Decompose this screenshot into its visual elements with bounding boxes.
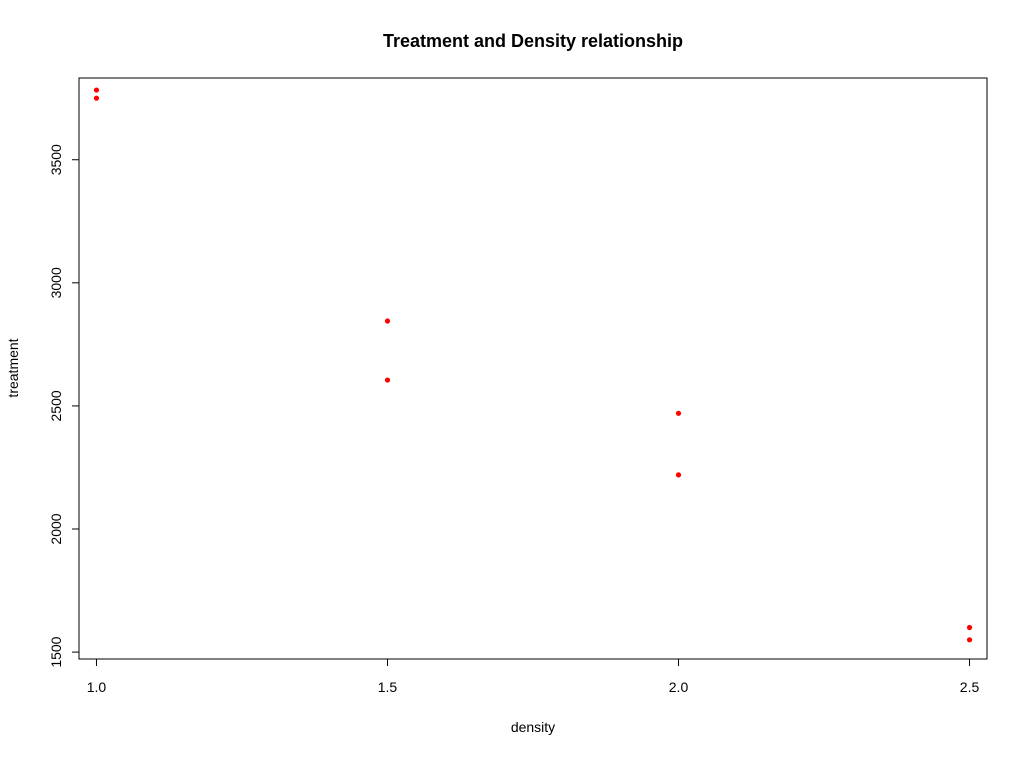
points-layer: [93, 87, 973, 643]
data-point: [966, 637, 973, 643]
x-tick-label: 2.5: [960, 679, 980, 695]
plot-frame: [78, 77, 988, 660]
x-tick-label: 1.5: [378, 679, 398, 695]
chart-title: Treatment and Density relationship: [383, 31, 683, 51]
x-axis: 1.0 1.5 2.0 2.5: [87, 658, 980, 695]
y-axis: 1500 2000 2500 3000 3500: [48, 144, 80, 668]
y-tick-label: 1500: [48, 636, 64, 667]
y-tick-label: 2500: [48, 390, 64, 421]
y-axis-label: treatment: [5, 338, 21, 397]
x-tick-label: 1.0: [87, 679, 107, 695]
data-point: [384, 318, 391, 324]
y-tick-label: 3000: [48, 267, 64, 298]
data-point: [93, 87, 100, 93]
data-point: [675, 410, 682, 416]
data-point: [93, 95, 100, 101]
x-tick-label: 2.0: [669, 679, 689, 695]
data-point: [966, 624, 973, 631]
y-tick-label: 2000: [48, 513, 64, 544]
x-axis-label: density: [511, 719, 555, 735]
y-tick-label: 3500: [48, 144, 64, 175]
data-point: [384, 377, 391, 383]
data-point: [675, 472, 682, 478]
